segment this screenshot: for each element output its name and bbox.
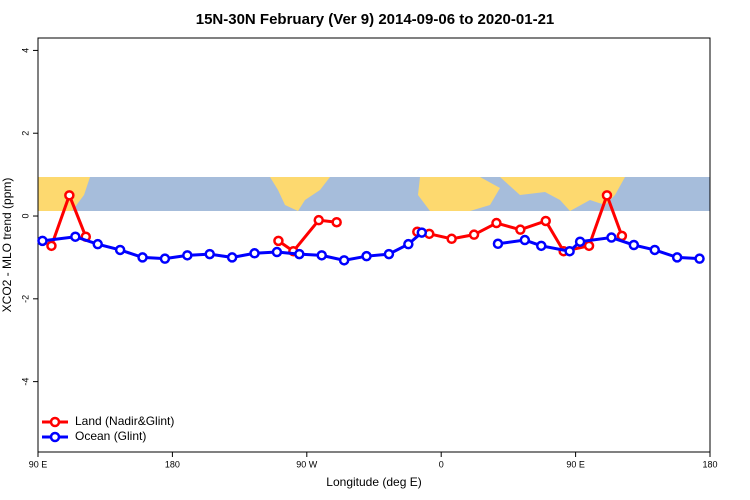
series-point (515, 224, 526, 235)
x-tick-label: 90 E (566, 459, 585, 469)
series-point (468, 229, 480, 240)
plot-frame (37, 37, 711, 453)
series-point (338, 255, 350, 266)
series-point (249, 248, 260, 259)
series-point (64, 190, 75, 201)
series-line (497, 236, 700, 261)
series-point (694, 253, 705, 264)
legend-label: Ocean (Glint) (75, 429, 146, 443)
series-point (331, 216, 342, 228)
series-point (271, 246, 283, 258)
series-point (403, 238, 414, 250)
series-point (383, 248, 395, 260)
series-point (70, 231, 81, 242)
x-tick-label: 180 (702, 459, 717, 469)
y-axis-label: XCO2 - MLO trend (ppm) (0, 178, 14, 313)
x-tick-label: 90 W (296, 459, 318, 469)
x-axis-label: Longitude (deg E) (326, 475, 421, 489)
x-tick-label: 180 (165, 459, 180, 469)
legend-marker (49, 431, 61, 443)
series-point (491, 217, 502, 229)
series-point (313, 214, 324, 226)
series-point (519, 234, 531, 246)
series-point (649, 244, 660, 256)
y-tick-label: -4 (20, 378, 30, 386)
x-tick-label: 0 (439, 459, 444, 469)
y-tick-label: 4 (20, 48, 30, 53)
series-point (159, 253, 171, 264)
series-point (492, 238, 504, 250)
series-point (628, 239, 640, 251)
series-point (606, 232, 617, 243)
series-point (536, 240, 547, 252)
chart-title: 15N-30N February (Ver 9) 2014-09-06 to 2… (196, 11, 555, 28)
series-point (273, 235, 284, 247)
legend-marker (49, 416, 61, 428)
series-point (574, 236, 586, 247)
series-point (540, 215, 551, 227)
series-point (601, 190, 613, 201)
series-point (46, 240, 57, 252)
series-point (114, 244, 126, 256)
y-tick-label: 0 (20, 214, 30, 219)
series-point (416, 227, 428, 238)
series-point (564, 245, 575, 257)
series-point (92, 238, 103, 250)
series-point (671, 252, 683, 263)
series-point (182, 250, 193, 261)
series-point (137, 252, 148, 263)
series-point (226, 252, 238, 263)
series-point (361, 250, 372, 262)
legend-label: Land (Nadir&Glint) (75, 414, 174, 428)
series-point (37, 235, 48, 247)
map-land (38, 177, 625, 211)
series-point (446, 233, 457, 245)
series-point (294, 248, 305, 260)
series-point (204, 248, 215, 260)
series-point (316, 250, 327, 261)
x-tick-label: 90 E (29, 459, 48, 469)
series-line (277, 218, 337, 254)
series-point (583, 240, 595, 252)
y-tick-label: -2 (20, 295, 30, 303)
y-tick-label: 2 (20, 131, 30, 136)
